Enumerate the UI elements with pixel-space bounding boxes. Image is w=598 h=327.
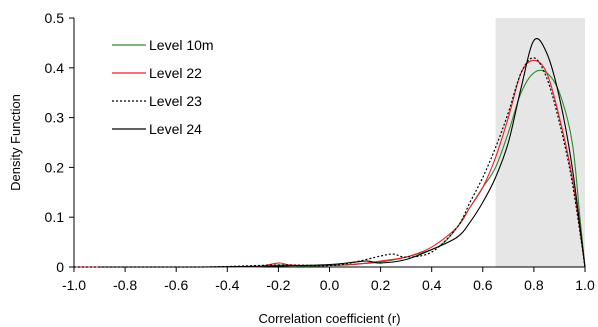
x-tick-label: 0.8 xyxy=(524,277,544,293)
x-tick-label: 0.0 xyxy=(320,277,340,293)
legend-label-3: Level 23 xyxy=(149,93,202,109)
x-axis-title: Correlation coefficient (r) xyxy=(258,311,400,326)
axes-layer: 0 0.1 0.2 0.3 0.4 0.5 -1.0 -0.8 -0.6 -0.4 -0.2 0.0 0… xyxy=(45,10,595,293)
x-tick-label: 0.4 xyxy=(422,277,442,293)
y-tick-label: 0.1 xyxy=(45,209,65,225)
x-tick-label: 0.2 xyxy=(371,277,391,293)
x-tick-label: -0.6 xyxy=(164,277,188,293)
legend: Level 10m Level 22 Level 23 Level 24 xyxy=(112,37,214,137)
legend-label-1: Level 10m xyxy=(149,37,214,53)
series-layer xyxy=(73,38,586,268)
x-tick-label: -0.8 xyxy=(113,277,137,293)
series-line-3 xyxy=(73,57,586,268)
series-line-4 xyxy=(99,38,586,268)
series-line-2 xyxy=(73,59,586,268)
x-tick-label: -1.0 xyxy=(62,277,86,293)
y-tick-label: 0.4 xyxy=(45,60,65,76)
x-tick-label: 1.0 xyxy=(575,277,595,293)
x-tick-label: 0.6 xyxy=(473,277,493,293)
legend-label-4: Level 24 xyxy=(149,121,202,137)
x-tick-label: -0.2 xyxy=(266,277,290,293)
x-tick-label: -0.4 xyxy=(215,277,239,293)
y-tick-label: 0.3 xyxy=(45,110,65,126)
y-tick-label: 0 xyxy=(56,259,64,275)
legend-label-2: Level 22 xyxy=(149,65,202,81)
shaded-region-layer xyxy=(495,18,585,267)
y-axis-title: Density Function xyxy=(8,94,23,191)
y-tick-label: 0.5 xyxy=(45,10,65,26)
y-tick-label: 0.2 xyxy=(45,159,65,175)
shaded-region xyxy=(495,18,585,267)
